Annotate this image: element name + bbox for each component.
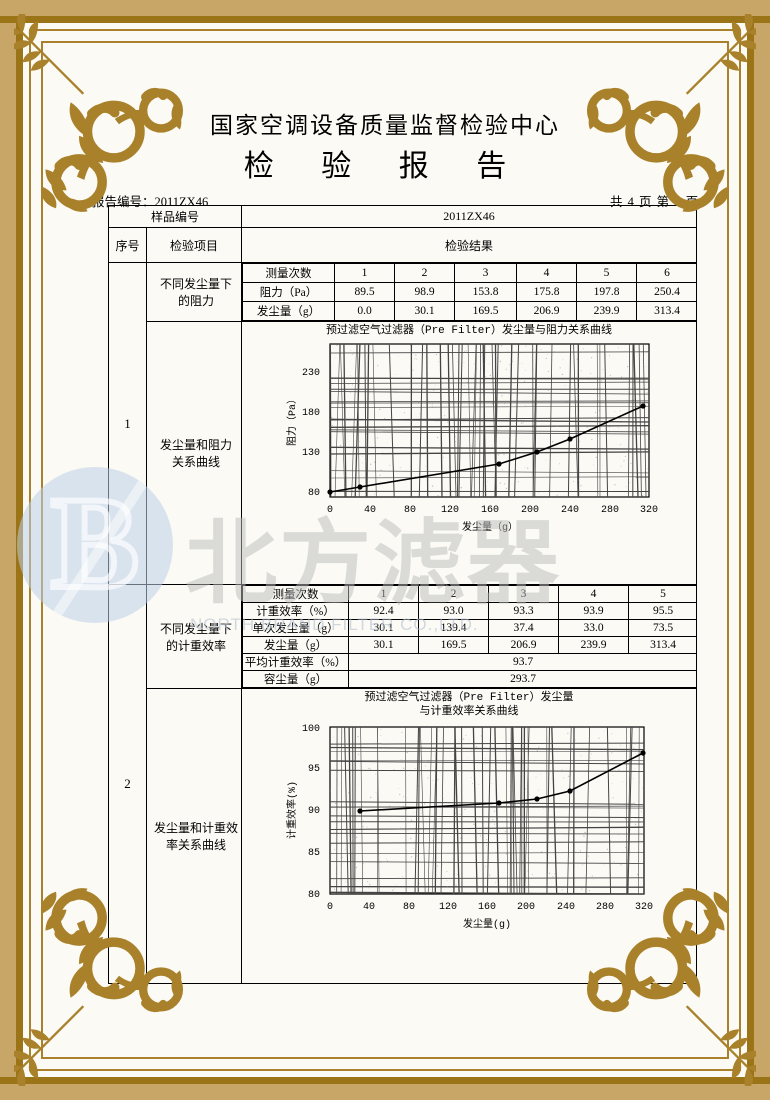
svg-text:计重效率(%): 计重效率(%) (285, 781, 299, 839)
svg-text:B: B (51, 469, 139, 616)
svg-text:阻力（Pa）: 阻力（Pa） (285, 394, 299, 446)
svg-text:预过滤空气过滤器（Pre Filter）发尘量与阻力关系曲线: 预过滤空气过滤器（Pre Filter）发尘量与阻力关系曲线 (326, 322, 612, 337)
svg-text:95: 95 (308, 764, 320, 775)
svg-text:160: 160 (478, 902, 496, 913)
svg-text:80: 80 (308, 890, 320, 901)
svg-text:85: 85 (308, 848, 320, 859)
svg-text:230: 230 (302, 368, 320, 379)
svg-text:130: 130 (302, 448, 320, 459)
svg-text:发尘量(g): 发尘量(g) (463, 917, 511, 931)
svg-text:预过滤空气过滤器（Pre Filter）发尘量: 预过滤空气过滤器（Pre Filter）发尘量 (365, 689, 574, 704)
svg-text:200: 200 (517, 902, 535, 913)
svg-text:40: 40 (363, 902, 375, 913)
svg-text:0: 0 (327, 902, 333, 913)
svg-text:80: 80 (403, 902, 415, 913)
svg-text:120: 120 (439, 902, 457, 913)
svg-text:100: 100 (302, 724, 320, 735)
svg-text:180: 180 (302, 408, 320, 419)
svg-text:NORTH BRAND FILTER CO.,LTD.: NORTH BRAND FILTER CO.,LTD. (190, 615, 479, 634)
svg-text:90: 90 (308, 806, 320, 817)
svg-text:北方滤器: 北方滤器 (185, 513, 561, 615)
svg-text:与计重效率关系曲线: 与计重效率关系曲线 (420, 703, 519, 718)
